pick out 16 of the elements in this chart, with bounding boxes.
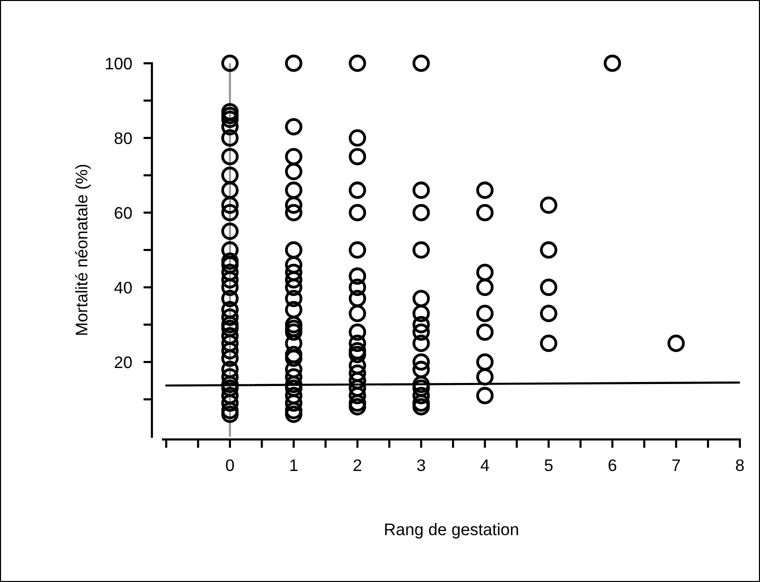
y-tick-label: 80 bbox=[114, 132, 132, 144]
x-tick-label: 8 bbox=[736, 459, 744, 472]
x-tick-label: 7 bbox=[672, 460, 680, 471]
x-tick-label: 1 bbox=[290, 460, 298, 471]
y-tick-label: 100 bbox=[106, 58, 132, 70]
x-tick-label: 6 bbox=[608, 459, 616, 472]
y-tick-label: 20 bbox=[114, 356, 132, 368]
x-tick-label: 3 bbox=[417, 459, 426, 472]
y-tick-label: 60 bbox=[114, 207, 132, 219]
y-tick-label: 40 bbox=[114, 282, 132, 294]
x-axis-title: Rang de gestation bbox=[385, 523, 518, 539]
x-tick-label: 2 bbox=[354, 459, 362, 471]
y-axis-title: Mortalité néonatale (%) bbox=[75, 164, 91, 335]
x-tick-label: 0 bbox=[226, 459, 234, 472]
x-tick-label: 4 bbox=[480, 460, 490, 471]
x-tick-label: 5 bbox=[544, 460, 553, 472]
